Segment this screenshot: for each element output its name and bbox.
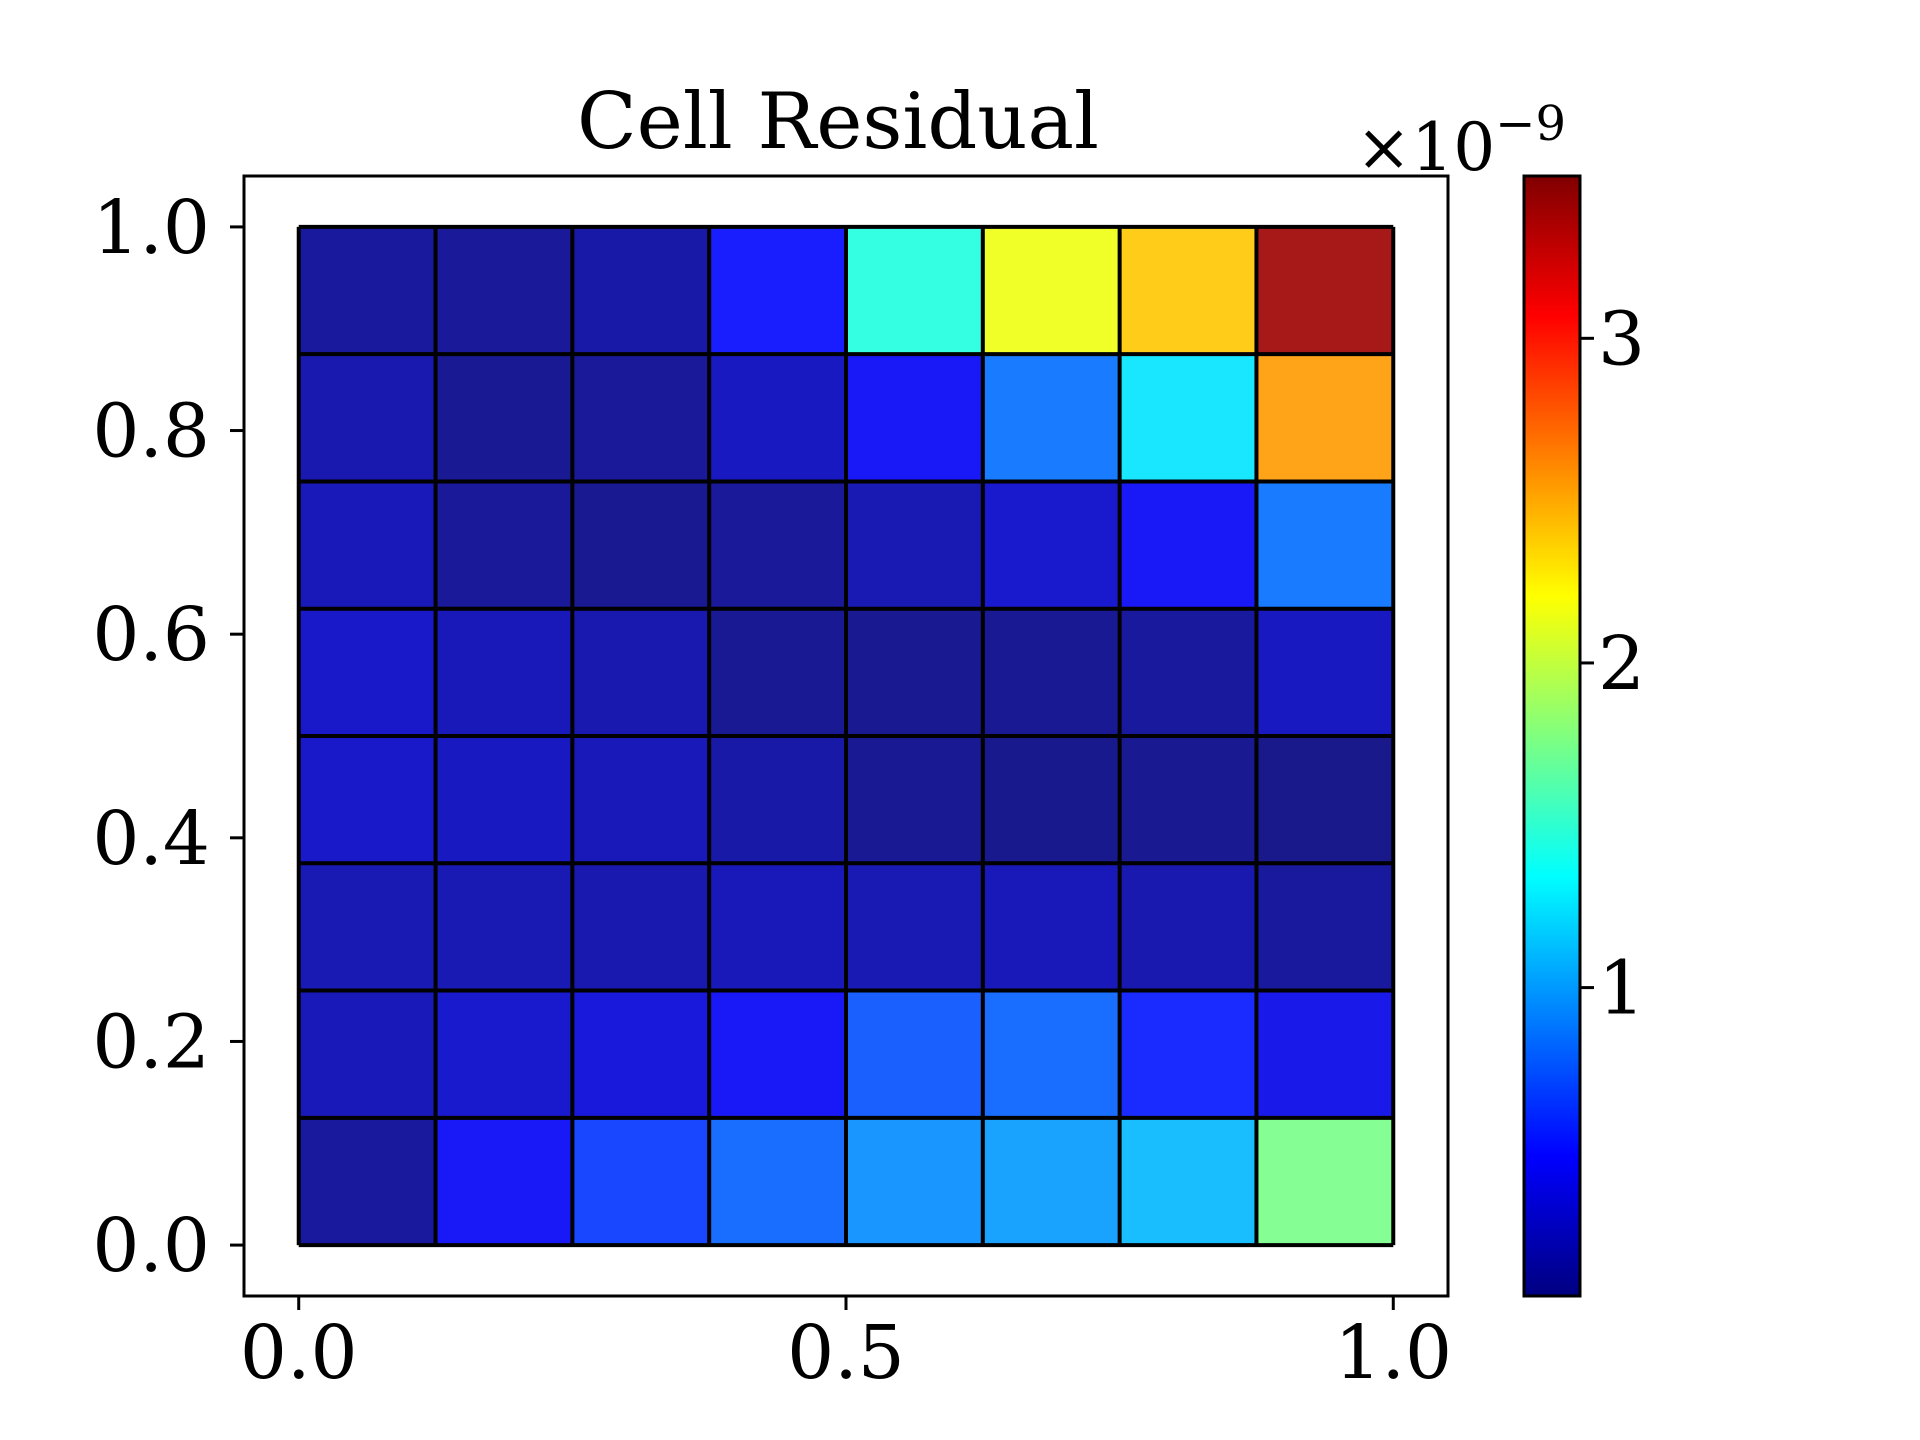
y-tick-label: 0.6 xyxy=(92,592,210,678)
heatmap-cell xyxy=(709,226,846,355)
heatmap-cell xyxy=(1256,354,1394,482)
heatmap-cell xyxy=(435,354,573,482)
heatmap-cell xyxy=(572,354,710,482)
heatmap-cell xyxy=(572,481,710,609)
heatmap-cell xyxy=(1119,608,1257,736)
colorbar-tick-label: 1 xyxy=(1598,946,1645,1032)
heatmap-cell xyxy=(846,863,983,991)
colorbar xyxy=(1522,174,1582,1298)
chart-title: Cell Residual xyxy=(577,77,1099,167)
colorbar-tick-label: 2 xyxy=(1598,621,1645,707)
heatmap-cell-borders xyxy=(296,224,1396,1248)
heatmap-cell xyxy=(1256,226,1394,355)
y-tick-label: 0.4 xyxy=(92,796,210,882)
heatmap-cell xyxy=(982,608,1120,736)
heatmap-cell xyxy=(709,354,846,482)
heatmap-cell xyxy=(435,608,573,736)
heatmap-cell xyxy=(982,354,1120,482)
heatmap-cell xyxy=(572,226,710,355)
heatmap-cell xyxy=(982,736,1120,864)
heatmap-cell xyxy=(572,608,710,736)
heatmap-cell xyxy=(846,990,983,1118)
x-tick-label: 0.5 xyxy=(787,1310,905,1396)
heatmap-cell xyxy=(1119,863,1257,991)
heatmap-cell xyxy=(709,736,846,864)
heatmap-cell xyxy=(435,990,573,1118)
heatmap-cell xyxy=(982,481,1120,609)
colorbar-offset-exponent: −9 xyxy=(1495,96,1566,152)
heatmap-cell xyxy=(709,608,846,736)
colorbar-offset-text: ×10−9 xyxy=(1356,96,1566,186)
heatmap-cell xyxy=(435,736,573,864)
x-axis: 0.0 0.5 1.0 xyxy=(240,1296,1452,1396)
heatmap-cell xyxy=(982,863,1120,991)
y-tick-label: 1.0 xyxy=(92,185,210,271)
heatmap-cell xyxy=(846,1117,983,1246)
heatmap-cell xyxy=(298,990,436,1118)
x-tick-label: 0.0 xyxy=(240,1310,358,1396)
heatmap-cell xyxy=(298,354,436,482)
heatmap-cell xyxy=(846,736,983,864)
heatmap-cell xyxy=(1119,1117,1257,1246)
heatmap-cell xyxy=(572,1117,710,1246)
colorbar-offset-base: ×10 xyxy=(1356,109,1495,186)
heatmap-cell xyxy=(982,990,1120,1118)
heatmap-cell xyxy=(1119,481,1257,609)
colorbar-tick-label: 3 xyxy=(1598,296,1645,382)
heatmap-cell xyxy=(1119,354,1257,482)
heatmap-cell xyxy=(709,990,846,1118)
heatmap-cell xyxy=(572,990,710,1118)
y-tick-label: 0.0 xyxy=(92,1203,210,1289)
heatmap-cell xyxy=(1256,990,1394,1118)
heatmap-cell xyxy=(709,481,846,609)
heatmap-cell xyxy=(298,1117,436,1246)
colorbar-ticks: 1 2 3 xyxy=(1580,296,1645,1032)
heatmap-cell xyxy=(1256,1117,1394,1246)
heatmap-cell xyxy=(298,608,436,736)
heatmap-cells xyxy=(298,226,1394,1246)
heatmap-cell xyxy=(435,481,573,609)
heatmap-cell xyxy=(846,608,983,736)
heatmap-cell xyxy=(846,481,983,609)
heatmap-cell xyxy=(1256,736,1394,864)
x-tick-label: 1.0 xyxy=(1334,1310,1452,1396)
heatmap-cell xyxy=(982,226,1120,355)
heatmap-cell xyxy=(709,863,846,991)
heatmap-cell xyxy=(435,1117,573,1246)
y-tick-label: 0.8 xyxy=(92,389,210,475)
heatmap-cell xyxy=(846,226,983,355)
heatmap-cell xyxy=(1119,736,1257,864)
heatmap-cell xyxy=(709,1117,846,1246)
heatmap-cell xyxy=(298,481,436,609)
heatmap-cell xyxy=(298,226,436,355)
heatmap-cell xyxy=(1119,990,1257,1118)
heatmap-cell xyxy=(572,863,710,991)
heatmap-cell xyxy=(435,226,573,355)
heatmap-cell xyxy=(982,1117,1120,1246)
y-tick-label: 0.2 xyxy=(92,999,210,1085)
heatmap-cell xyxy=(1256,863,1394,991)
heatmap-cell xyxy=(1256,481,1394,609)
heatmap-cell xyxy=(1119,226,1257,355)
heatmap-cell xyxy=(435,863,573,991)
heatmap-cell xyxy=(298,863,436,991)
heatmap-cell xyxy=(298,736,436,864)
heatmap-cell xyxy=(1256,608,1394,736)
y-axis: 0.0 0.2 0.4 0.6 0.8 1.0 xyxy=(92,185,244,1289)
heatmap-cell xyxy=(846,354,983,482)
heatmap-cell xyxy=(572,736,710,864)
